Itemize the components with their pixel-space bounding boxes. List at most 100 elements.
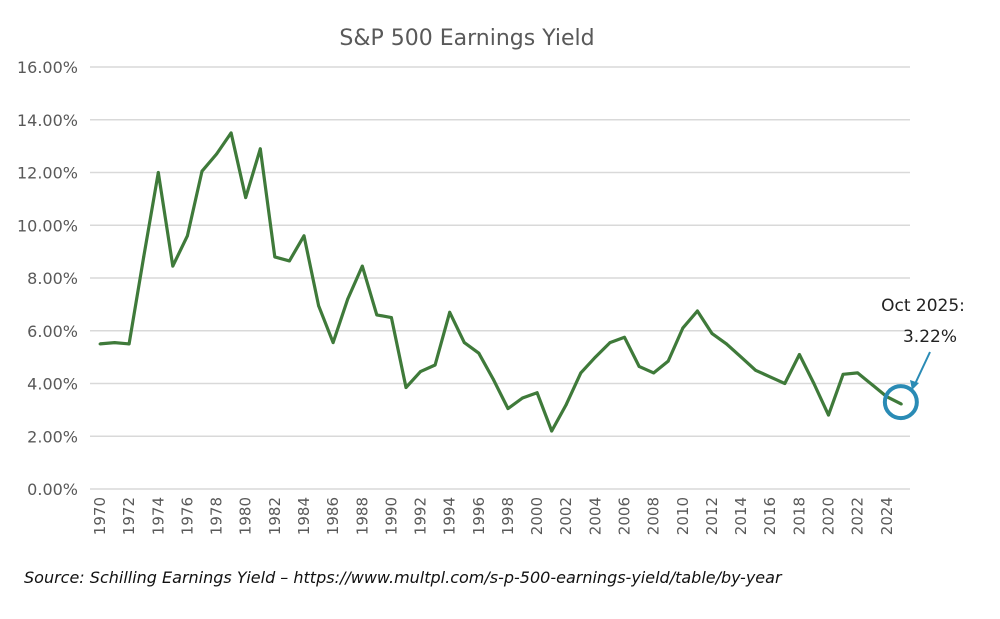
x-tick-label: 1980 <box>237 497 255 535</box>
data-point <box>258 147 262 151</box>
data-point <box>608 341 612 345</box>
data-point <box>375 313 379 317</box>
data-point <box>491 378 495 381</box>
data-point <box>462 341 466 345</box>
x-tick-label: 1990 <box>382 497 400 535</box>
x-tick-label: 1996 <box>470 497 488 535</box>
chart-title: S&P 500 Earnings Yield <box>339 26 594 51</box>
x-tick-label: 1982 <box>266 497 284 535</box>
x-tick-label: 2010 <box>674 497 692 535</box>
data-point <box>433 363 437 367</box>
data-point <box>127 342 131 346</box>
data-point <box>521 396 524 400</box>
data-point <box>725 342 728 346</box>
x-tick-label: 2022 <box>849 497 867 535</box>
y-tick-label: 12.00% <box>17 164 78 183</box>
data-point <box>623 335 626 339</box>
data-point <box>797 353 801 356</box>
data-point <box>841 372 845 376</box>
source-note: Source: Schilling Earnings Yield – https… <box>24 568 782 587</box>
y-tick-label: 10.00% <box>17 216 78 235</box>
x-tick-label: 2006 <box>616 497 634 535</box>
data-point <box>637 364 641 368</box>
data-point <box>273 255 277 259</box>
data-point <box>535 391 539 395</box>
annotation-date: Oct 2025: <box>881 296 965 316</box>
data-point <box>506 407 510 410</box>
x-tick-label: 2012 <box>703 497 721 535</box>
data-point <box>870 383 874 387</box>
data-point <box>171 264 175 268</box>
data-point <box>652 371 656 375</box>
data-point <box>695 309 699 313</box>
data-point <box>186 234 189 238</box>
data-point <box>113 341 116 345</box>
data-point <box>899 402 903 406</box>
data-point <box>564 403 568 406</box>
data-point <box>783 382 787 385</box>
data-point <box>288 259 291 263</box>
annotation-arrow-line <box>914 351 931 385</box>
y-tick-label: 16.00% <box>17 58 78 77</box>
x-tick-label: 1974 <box>149 497 167 535</box>
data-point <box>666 359 670 363</box>
x-tick-label: 2002 <box>557 497 575 535</box>
series-layer <box>98 131 903 433</box>
x-tick-label: 1984 <box>295 497 313 535</box>
data-point <box>215 152 218 156</box>
x-tick-label: 1988 <box>353 497 371 535</box>
data-point <box>419 370 422 374</box>
data-point <box>477 351 481 355</box>
data-point <box>142 255 146 259</box>
data-point <box>681 326 685 330</box>
data-point <box>331 341 335 345</box>
data-point <box>448 310 452 314</box>
data-point <box>156 171 160 174</box>
gridlines <box>90 66 910 490</box>
x-tick-label: 1994 <box>441 497 459 535</box>
data-point <box>754 368 758 372</box>
x-tick-label: 2016 <box>761 497 779 535</box>
data-point <box>710 331 714 335</box>
y-tick-label: 6.00% <box>27 322 78 341</box>
data-point <box>404 386 408 389</box>
x-tick-label: 2018 <box>790 497 808 535</box>
data-point <box>768 375 772 379</box>
x-tick-label: 1970 <box>91 497 109 535</box>
y-tick-label: 14.00% <box>17 111 78 130</box>
x-tick-label: 2004 <box>586 497 604 535</box>
y-tick-label: 0.00% <box>27 480 78 499</box>
x-axis-ticks: 1970 1972 1974 1976 1978 1980 1982 1984 1986 1988… <box>91 497 896 535</box>
data-point <box>827 413 830 417</box>
x-tick-label: 1998 <box>499 497 517 535</box>
x-tick-label: 1992 <box>412 497 430 535</box>
data-point <box>550 429 554 433</box>
data-point <box>812 382 816 385</box>
data-point <box>317 304 320 308</box>
x-tick-label: 1986 <box>324 497 342 535</box>
data-point <box>360 264 364 268</box>
data-point <box>302 234 306 238</box>
x-tick-label: 1972 <box>120 497 138 535</box>
x-tick-label: 2020 <box>820 497 838 535</box>
x-tick-label: 2024 <box>878 497 896 535</box>
y-tick-label: 8.00% <box>27 269 78 288</box>
series-line-earnings-yield <box>99 131 903 433</box>
annotation-value: 3.22% <box>903 327 957 347</box>
y-axis-ticks: 0.00% 2.00% 4.00% 6.00% 8.00% 10.00% 12.00% 14.… <box>17 58 78 499</box>
x-tick-label: 2008 <box>645 497 663 535</box>
data-point <box>244 196 248 199</box>
data-point <box>856 371 860 375</box>
y-tick-label: 4.00% <box>27 375 78 394</box>
data-point <box>593 355 597 359</box>
x-tick-label: 2014 <box>732 497 750 535</box>
x-tick-label: 1978 <box>208 497 226 535</box>
annotation: Oct 2025: 3.22% <box>881 296 965 421</box>
data-point <box>739 355 743 359</box>
data-point <box>390 316 393 319</box>
data-point <box>229 131 233 135</box>
highlight-circle <box>882 384 919 421</box>
x-tick-label: 1976 <box>178 497 196 535</box>
data-point <box>200 169 204 173</box>
